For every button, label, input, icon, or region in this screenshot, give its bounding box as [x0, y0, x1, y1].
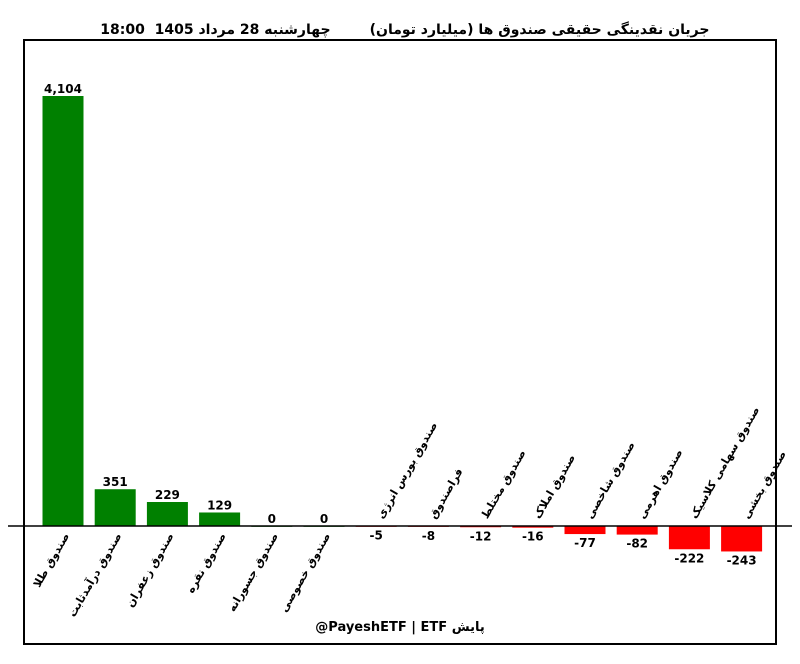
category-label-0: صندوق طلا: [31, 531, 73, 590]
category-label-13: صندوق بخشی: [740, 448, 789, 521]
value-label-4: 0: [268, 512, 276, 526]
category-label-10: صندوق شاخصی: [583, 439, 638, 521]
category-label-8: صندوق مختلط: [479, 447, 529, 521]
chart-subtitle: جریان نقدینگی حقیقی صندوق ها (میلیارد تو…: [369, 22, 710, 38]
category-label-1: صندوق درآمدثابت: [65, 530, 125, 619]
value-label-10: -77: [574, 536, 596, 550]
bar-0: [42, 96, 84, 526]
category-label-7: فراصندوق: [426, 466, 465, 521]
category-label-5: صندوق خصوصی: [277, 531, 333, 615]
bar-3: [199, 512, 241, 526]
value-label-0: 4,104: [44, 82, 82, 96]
bar-12: [668, 526, 710, 550]
bar-11: [616, 526, 658, 535]
bars-group: [42, 96, 763, 552]
bar-1: [94, 489, 136, 526]
category-label-4: صندوق جسورانه: [225, 531, 281, 614]
category-label-2: صندوق زعفران: [123, 531, 176, 610]
category-label-3: صندوق نقره: [184, 531, 229, 596]
value-label-7: -8: [422, 529, 435, 543]
value-label-6: -5: [370, 529, 383, 543]
chart-date: چهارشنبه 28 مرداد 1405 18:00: [100, 22, 331, 38]
bar-10: [564, 526, 606, 535]
bar-13: [721, 526, 763, 552]
value-label-13: -243: [727, 553, 757, 567]
value-label-2: 229: [155, 488, 180, 502]
value-label-3: 129: [207, 498, 232, 512]
value-label-8: -12: [470, 529, 492, 543]
value-label-12: -222: [674, 551, 704, 565]
value-label-11: -82: [626, 537, 648, 551]
bar-2: [146, 502, 188, 526]
category-label-11: صندوق اهرمی: [635, 447, 685, 521]
value-label-5: 0: [320, 512, 328, 526]
category-label-9: صندوق املاک: [531, 452, 578, 521]
value-labels-group: 4,104 351 229 129 0 0 -5 -8 -12 -16 -77 -82 -222 -243: [44, 82, 757, 567]
credit-text: @PayeshETF | ETF پایش: [315, 620, 485, 635]
value-label-9: -16: [522, 530, 544, 544]
chart-title: چهارشنبه 28 مرداد 1405 18:00 جریان نقدین…: [0, 6, 800, 38]
plot-frame: [23, 39, 777, 645]
value-label-1: 351: [103, 475, 128, 489]
bar-9: [512, 526, 554, 528]
